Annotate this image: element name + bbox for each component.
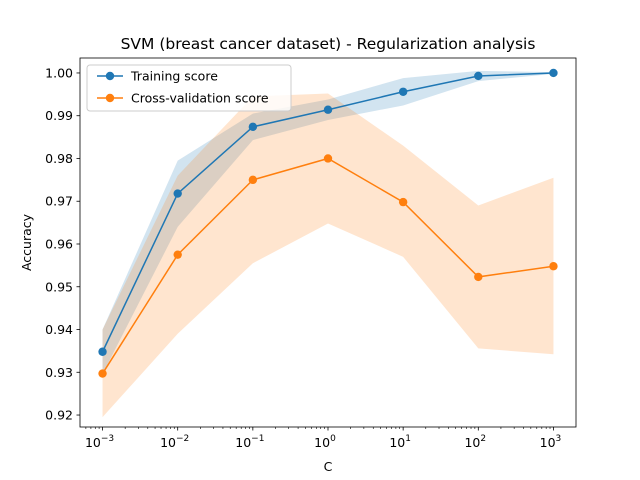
data-point — [323, 105, 333, 114]
x-tick-label: 10−2 — [160, 434, 189, 450]
data-point — [398, 87, 408, 96]
x-tick-label: 10−1 — [235, 434, 264, 450]
data-point — [98, 347, 107, 356]
confidence-bands — [102, 70, 554, 418]
y-tick-label: 0.96 — [45, 236, 73, 251]
x-tick-label: 102 — [464, 434, 486, 450]
series-markers — [98, 68, 558, 378]
x-tick-label: 101 — [389, 434, 411, 450]
data-point — [173, 250, 182, 259]
data-point — [173, 189, 182, 198]
legend-label-0: Training score — [130, 69, 218, 84]
x-tick-label: 10−3 — [85, 434, 114, 450]
y-axis-ticks: 0.92 0.93 0.94 0.95 0.96 0.97 0.98 0.99 1.00 — [45, 65, 80, 423]
y-tick-label: 0.93 — [45, 365, 73, 380]
data-point — [549, 262, 558, 271]
data-point — [248, 175, 258, 185]
legend: Training score Cross-validation score — [86, 64, 292, 112]
data-point — [323, 154, 333, 163]
data-point — [474, 272, 483, 282]
confidence-band-0 — [102, 70, 554, 374]
confidence-band-1 — [102, 93, 554, 418]
y-tick-label: 0.97 — [45, 194, 73, 209]
data-point — [398, 197, 408, 207]
y-tick-label: 0.95 — [45, 279, 73, 294]
data-point — [474, 71, 483, 81]
x-tick-label: 103 — [540, 434, 562, 450]
chart-title: SVM (breast cancer dataset) - Regulariza… — [121, 35, 536, 53]
data-point — [549, 68, 558, 78]
y-tick-label: 0.98 — [45, 151, 73, 166]
y-axis-label: Accuracy — [19, 213, 34, 271]
legend-label-1: Cross-validation score — [131, 91, 269, 106]
x-axis-ticks: 10−3 10−2 10−1 100 101 102 103 — [85, 427, 561, 450]
y-tick-label: 1.00 — [45, 65, 73, 80]
data-point — [248, 122, 258, 132]
x-axis-label: C — [324, 459, 333, 474]
data-point — [98, 369, 107, 378]
y-tick-label: 0.92 — [45, 408, 73, 423]
legend-marker-0 — [105, 71, 115, 81]
y-tick-label: 0.99 — [45, 108, 73, 123]
y-tick-label: 0.94 — [45, 322, 73, 337]
legend-box — [86, 64, 292, 112]
legend-marker-1 — [105, 93, 115, 103]
x-tick-label: 100 — [314, 434, 336, 450]
